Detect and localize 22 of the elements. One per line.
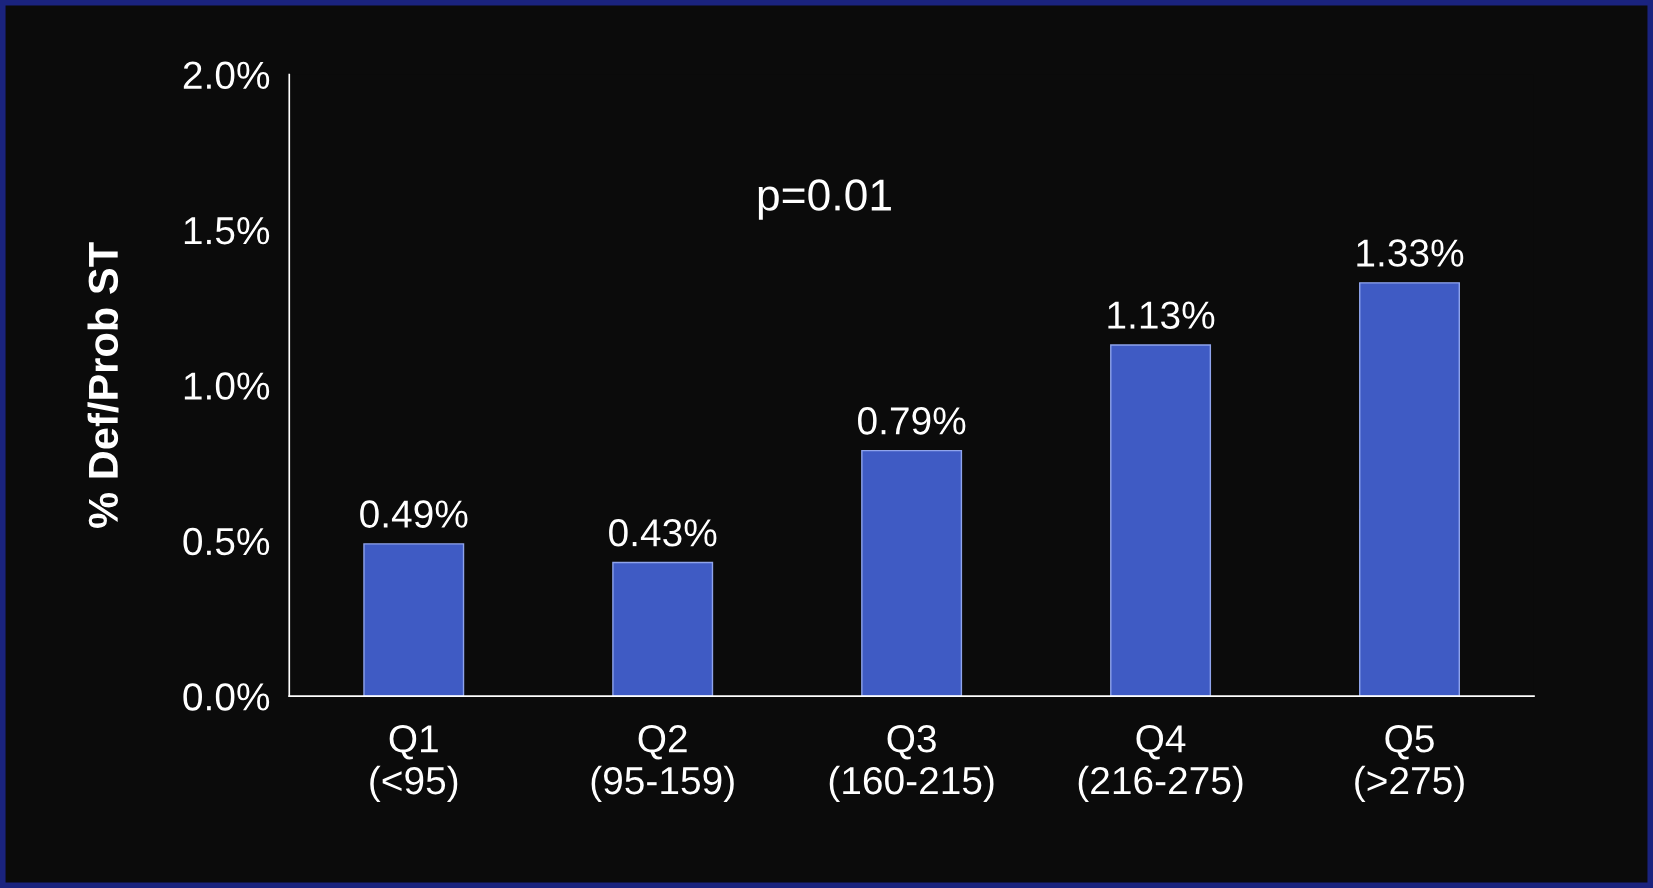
y-tick-label: 2.0%: [183, 61, 270, 90]
y-tick-label: 1.0%: [184, 372, 270, 400]
x-tick-label: Q4 (216-275): [1078, 725, 1243, 803]
bar: [861, 449, 963, 697]
x-tick-label: Q5 (>275): [1355, 725, 1464, 803]
x-tick-label: Q3 (160-215): [829, 725, 994, 803]
bar: [612, 561, 714, 697]
y-tick-label: 0.5%: [183, 527, 270, 556]
x-tick-label: Q2 (95-159): [591, 725, 734, 803]
data-label: 1.33%: [1357, 239, 1464, 267]
bar: [1359, 282, 1460, 697]
bar: [1110, 344, 1212, 697]
x-tick-label: Q1 (<95): [370, 725, 458, 803]
bar: [363, 543, 465, 697]
y-tick-label: 1.5%: [184, 217, 270, 245]
data-label: 0.43%: [609, 518, 717, 547]
annotation: p=0.01: [758, 179, 891, 220]
data-label: 1.13%: [1108, 301, 1215, 329]
y-tick-label: 0.0%: [183, 683, 270, 711]
data-label: 0.49%: [360, 500, 468, 528]
y-axis-title: % Def/Prob ST: [87, 242, 119, 528]
data-label: 0.79%: [858, 407, 966, 435]
